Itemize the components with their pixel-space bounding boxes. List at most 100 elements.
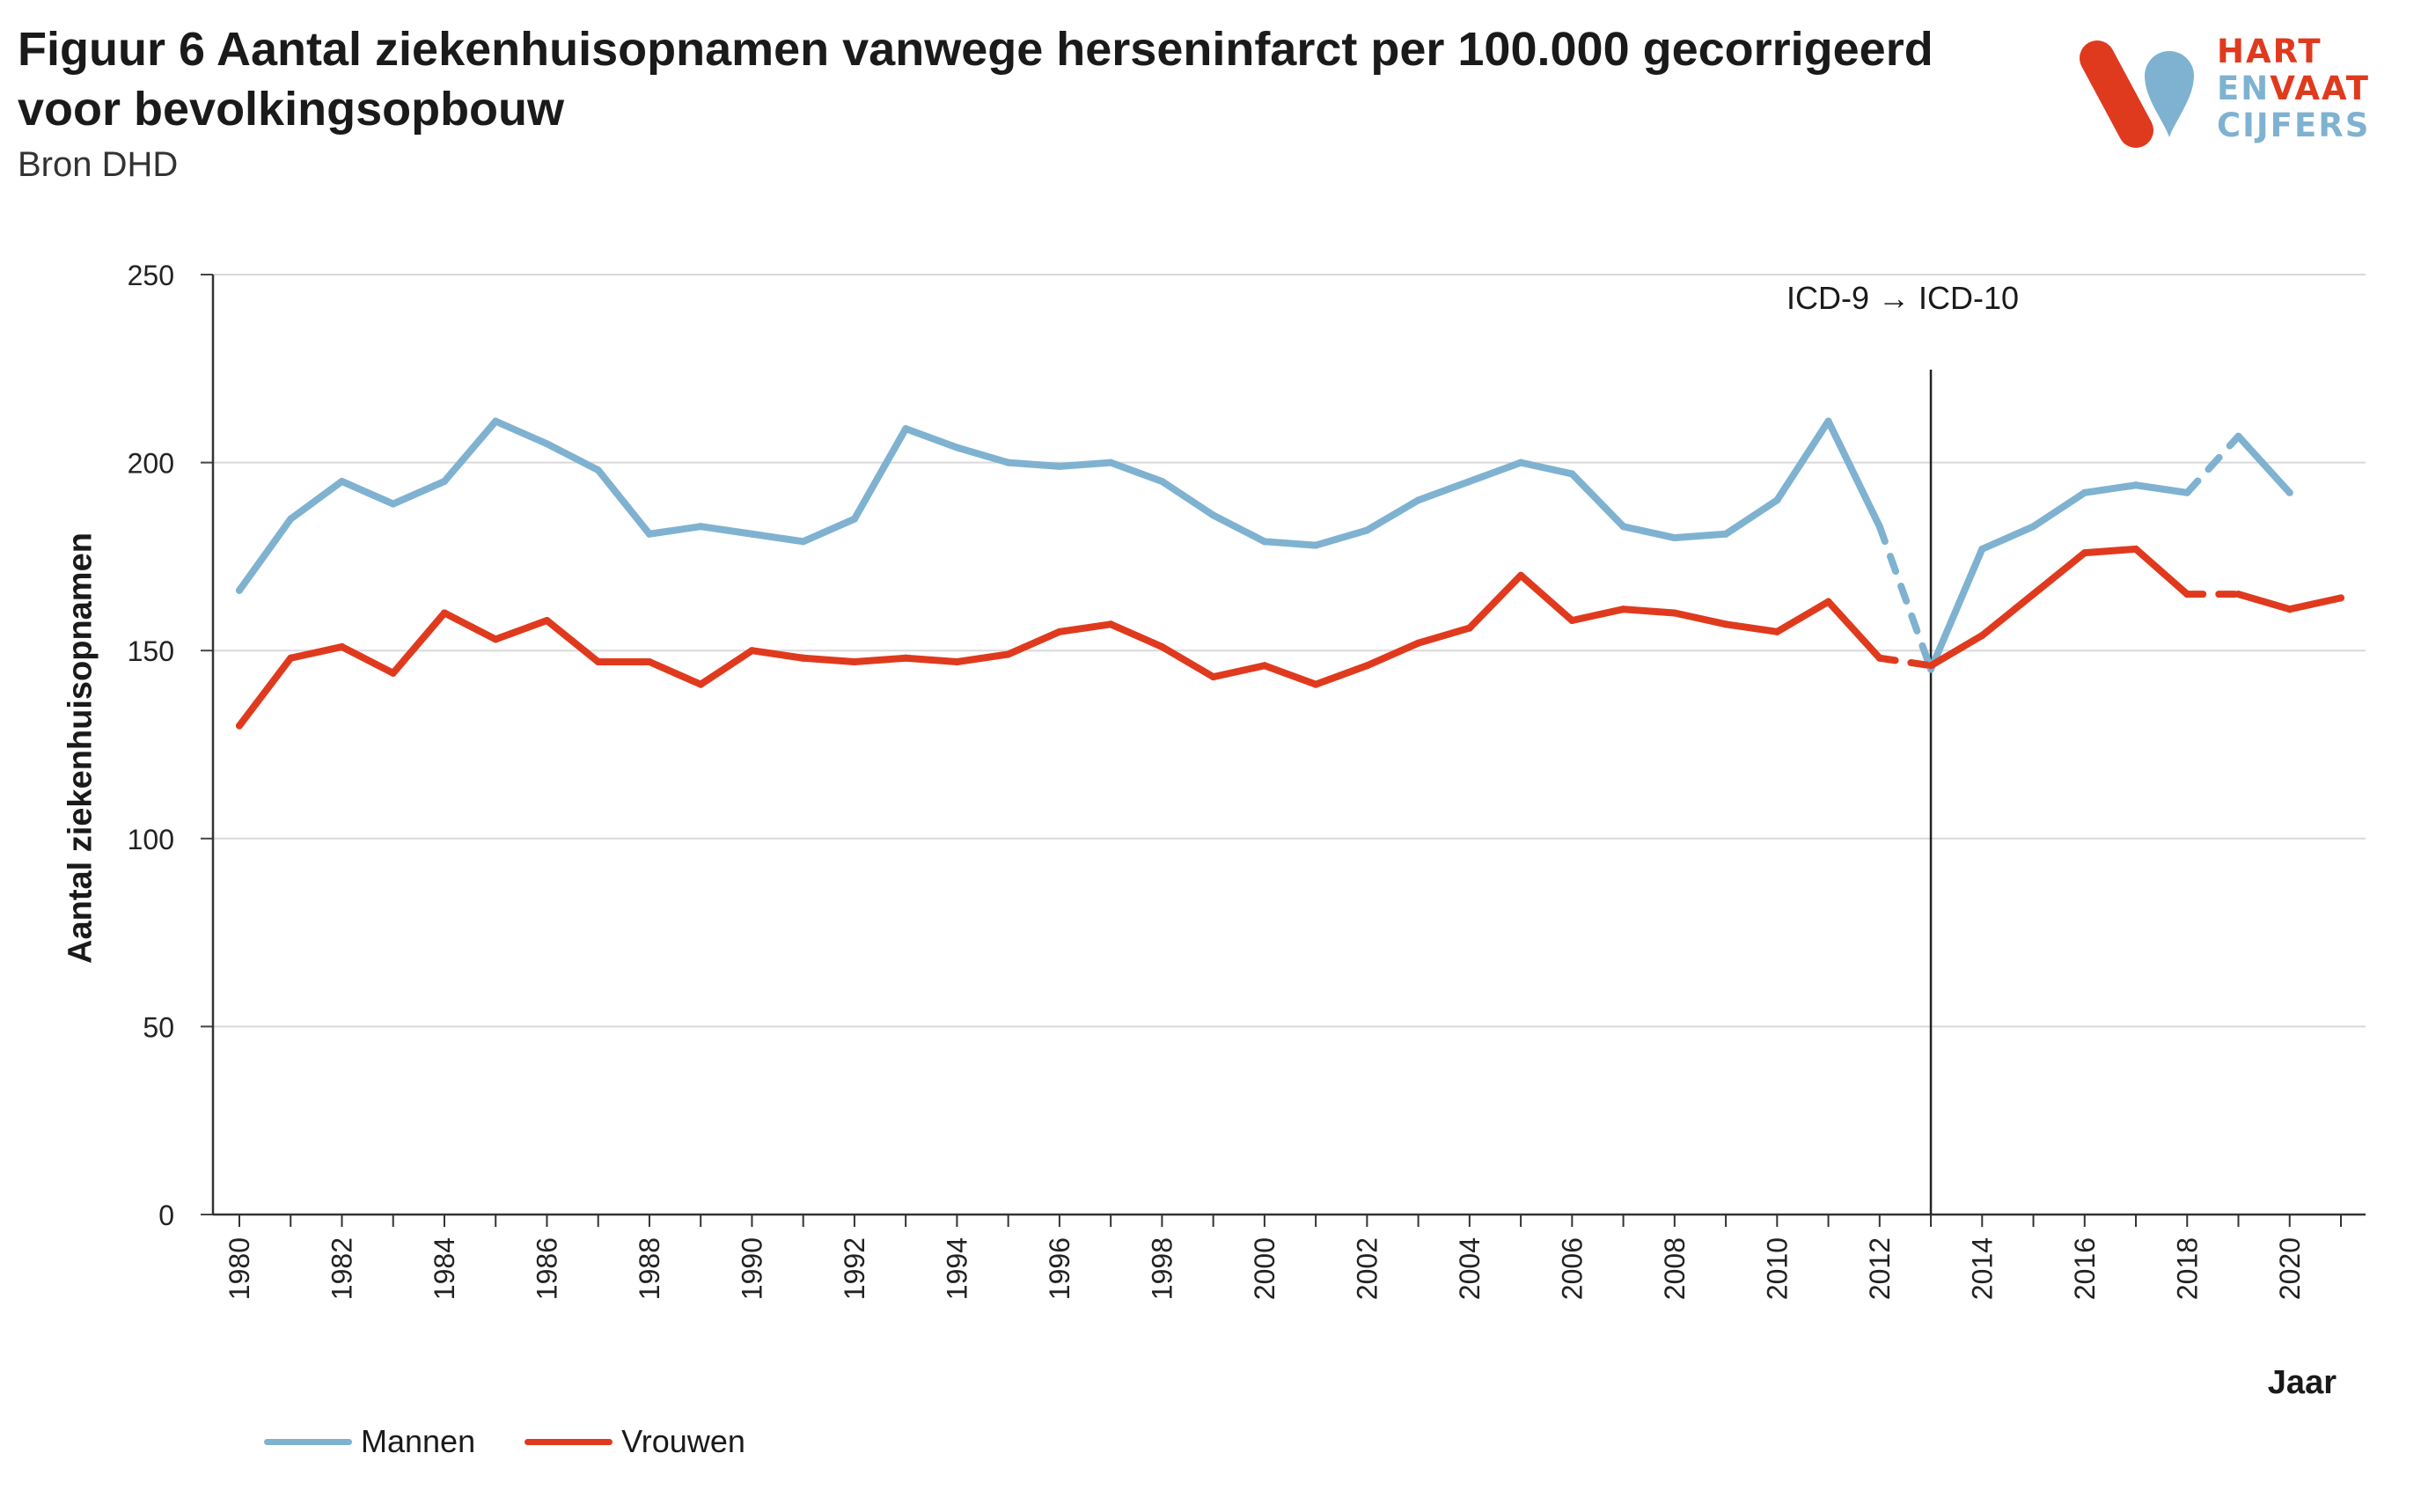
legend-label-mannen: Mannen — [361, 1423, 476, 1459]
series-segment-mannen — [1363, 496, 1422, 534]
data-point-mannen — [1107, 459, 1115, 466]
y-tick-label: 200 — [128, 448, 174, 480]
data-point-vrouwen — [2337, 594, 2344, 602]
x-tick-label: 2002 — [1351, 1237, 1383, 1300]
data-point-mannen — [440, 477, 448, 485]
series-segment-mannen — [697, 523, 756, 538]
data-point-mannen — [953, 444, 961, 451]
series-segment-mannen — [799, 515, 858, 546]
x-tick-label: 1998 — [1146, 1237, 1177, 1300]
data-point-vrouwen — [440, 609, 448, 617]
data-point-vrouwen — [2285, 606, 2293, 613]
data-point-mannen — [799, 538, 807, 546]
chart-legend: Mannen Vrouwen — [264, 1423, 795, 1460]
x-tick-label: 2018 — [2171, 1237, 2203, 1300]
data-point-mannen — [492, 417, 500, 425]
series-segment-vrouwen — [492, 617, 551, 643]
series-segment-mannen — [645, 523, 705, 538]
data-point-vrouwen — [697, 680, 705, 688]
series-segment-vrouwen — [2132, 545, 2191, 598]
series-segment-mannen — [1312, 526, 1371, 549]
data-point-vrouwen — [799, 654, 807, 662]
data-point-mannen — [236, 586, 243, 594]
x-tick-label: 1992 — [839, 1237, 870, 1300]
series-segment-vrouwen — [2080, 545, 2140, 557]
series-segment-mannen — [1978, 523, 2037, 553]
y-tick-label: 250 — [128, 260, 174, 291]
data-point-vrouwen — [1465, 624, 1473, 632]
series-segment-mannen — [492, 417, 551, 448]
data-point-vrouwen — [2183, 591, 2191, 598]
series-segment-mannen — [1670, 530, 1730, 542]
series-segment-vrouwen — [1875, 654, 1935, 670]
series-segment-mannen — [1465, 459, 1525, 485]
data-point-vrouwen — [1158, 642, 1166, 650]
series-segment-mannen — [748, 530, 807, 546]
data-point-vrouwen — [1773, 628, 1781, 635]
data-point-mannen — [1773, 496, 1781, 504]
series-segment-vrouwen — [1414, 624, 1473, 647]
icd-annotation: ICD-9 → ICD-10 — [1786, 280, 2020, 316]
series-segment-vrouwen — [1363, 639, 1422, 670]
series-segment-vrouwen — [697, 647, 756, 688]
data-point-vrouwen — [389, 669, 397, 677]
y-tick-label: 0 — [158, 1200, 174, 1231]
series-segment-vrouwen — [1004, 628, 1063, 658]
data-point-mannen — [1312, 541, 1320, 549]
y-tick-label: 150 — [128, 635, 174, 667]
x-tick-label: 1994 — [941, 1237, 972, 1300]
data-point-vrouwen — [1927, 662, 1935, 670]
x-tick-label: 1988 — [634, 1237, 665, 1300]
data-point-mannen — [1568, 470, 1576, 478]
legend-item-mannen: Mannen — [264, 1423, 475, 1460]
series-segment-vrouwen — [1619, 606, 1678, 617]
series-segment-vrouwen — [645, 658, 705, 688]
x-tick-label: 2000 — [1249, 1237, 1280, 1300]
data-point-mannen — [2080, 488, 2088, 496]
data-point-mannen — [2234, 432, 2242, 440]
logo-mark-icon — [2080, 40, 2194, 148]
series-segment-vrouwen — [2029, 549, 2088, 598]
series-segment-vrouwen — [953, 650, 1012, 666]
legend-item-vrouwen: Vrouwen — [525, 1423, 745, 1460]
series-segment-mannen — [236, 515, 295, 594]
series-segment-vrouwen — [2234, 591, 2293, 613]
series-segment-mannen — [594, 466, 653, 538]
data-point-vrouwen — [1260, 662, 1268, 670]
data-point-vrouwen — [492, 635, 500, 643]
data-point-mannen — [1824, 417, 1832, 425]
series-segment-vrouwen — [1927, 632, 1986, 670]
data-point-vrouwen — [2080, 549, 2088, 557]
data-point-vrouwen — [287, 654, 295, 662]
data-point-vrouwen — [1363, 662, 1371, 670]
x-tick-label: 1996 — [1044, 1237, 1075, 1300]
series-segment-vrouwen — [287, 642, 346, 662]
series-segment-vrouwen — [1670, 609, 1730, 628]
series-segment-vrouwen — [1260, 662, 1320, 688]
data-point-vrouwen — [236, 722, 243, 730]
data-point-mannen — [1670, 534, 1678, 542]
x-tick-label: 2008 — [1659, 1237, 1691, 1300]
data-point-vrouwen — [1209, 673, 1217, 681]
x-tick-label: 2014 — [1966, 1237, 1998, 1300]
data-point-vrouwen — [1722, 620, 1730, 628]
data-point-vrouwen — [850, 658, 858, 666]
series-segment-vrouwen — [799, 654, 858, 666]
series-segment-vrouwen — [338, 642, 397, 677]
series-segment-mannen — [1619, 523, 1678, 542]
data-point-mannen — [1363, 526, 1371, 534]
data-point-mannen — [1517, 459, 1525, 466]
series-segment-vrouwen — [1978, 591, 2037, 640]
data-point-vrouwen — [1055, 628, 1063, 635]
series-segment-mannen — [2080, 481, 2140, 496]
data-point-mannen — [338, 477, 346, 485]
series-segment-vrouwen — [902, 654, 961, 666]
data-point-vrouwen — [1517, 571, 1525, 579]
chart-header: Figuur 6 Aantal ziekenhuisopnamen vanweg… — [18, 19, 1954, 187]
series-segment-mannen — [1004, 459, 1063, 470]
x-tick-label: 1986 — [531, 1237, 562, 1300]
series-segment-mannen — [1158, 477, 1217, 519]
series-segment-mannen — [543, 440, 602, 474]
data-point-mannen — [1619, 523, 1627, 531]
data-point-mannen — [594, 466, 602, 474]
